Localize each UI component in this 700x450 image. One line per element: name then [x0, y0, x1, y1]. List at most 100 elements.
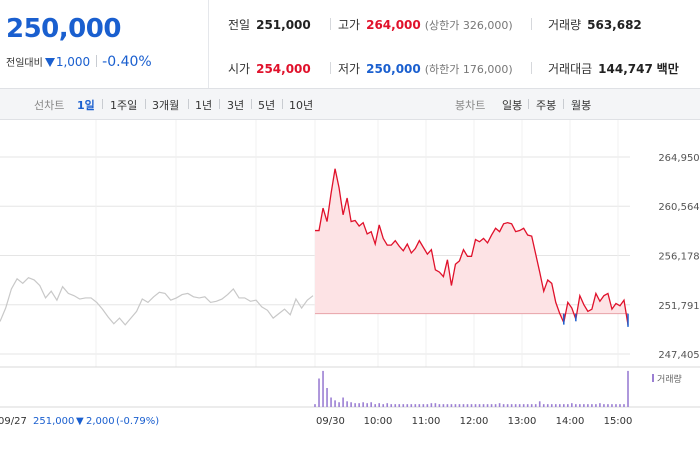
tab-1year[interactable]: 1년 [195, 99, 213, 112]
volume-bar [562, 404, 565, 407]
volume-bar [494, 404, 497, 407]
volume: 거래량 563,682 [548, 16, 642, 33]
tab-1week[interactable]: 1주일 [110, 99, 138, 112]
current-price-box: 250,000 전일대비 1,000 -0.40% [0, 0, 209, 88]
volume-label: 거래량 [548, 18, 582, 32]
divider [219, 99, 220, 109]
tab-weekly-candle[interactable]: 주봉 [536, 99, 557, 112]
change-percent: -0.40% [102, 54, 152, 70]
x-tick-label: 15:00 [604, 416, 633, 427]
y-tick-label: 256,178 [658, 251, 699, 262]
divider [282, 99, 283, 109]
volume-bar [382, 404, 385, 407]
volume-bar [575, 404, 577, 407]
volume-bar [615, 404, 617, 407]
tab-1day[interactable]: 1일 [77, 99, 95, 112]
volume-bar [506, 404, 509, 407]
divider [251, 99, 252, 109]
volume-bar [314, 404, 316, 407]
volume-bar [554, 404, 557, 407]
volume-value: 563,682 [587, 18, 642, 32]
volume-bar [318, 378, 320, 407]
candle-chart-label: 봉차트 [455, 99, 486, 112]
volume-bar [466, 404, 469, 407]
volume-bar [342, 397, 344, 407]
volume-bar [591, 404, 593, 407]
prev-day-change-pct: (-0.79%) [116, 416, 159, 427]
quote-header: 250,000 전일대비 1,000 -0.40% 전일 251,000 고가 264,… [0, 0, 700, 89]
prev-day-change: 2,000 [86, 416, 115, 427]
volume-bar [430, 403, 433, 407]
volume-bar [627, 370, 629, 407]
change-label: 전일대비 [6, 58, 43, 69]
divider [563, 99, 564, 109]
y-tick-label: 264,950 [658, 153, 699, 164]
line-chart-label: 선차트 [34, 99, 65, 112]
volume-bar [522, 404, 525, 407]
volume-bar [350, 402, 352, 407]
divider [531, 62, 532, 74]
volume-bar [611, 404, 613, 407]
volume-bar [346, 401, 348, 407]
divider [145, 99, 146, 109]
x-tick-label: 12:00 [460, 416, 489, 427]
x-tick-label: 14:00 [556, 416, 585, 427]
volume-bar [330, 397, 332, 407]
current-price: 250,000 [6, 14, 121, 44]
volume-bar [550, 404, 553, 407]
trade-amount-value: 144,747 [598, 62, 653, 76]
volume-bar [446, 404, 449, 407]
volume-bar [542, 404, 545, 407]
change-row: 전일대비 1,000 -0.40% [6, 54, 152, 70]
trade-amount-unit: 백만 [656, 62, 679, 76]
volume-bar [587, 404, 589, 407]
volume-bar [623, 404, 625, 407]
tab-monthly-candle[interactable]: 월봉 [571, 99, 592, 112]
divider [96, 55, 98, 67]
volume-bar [518, 404, 521, 407]
tab-10year[interactable]: 10년 [289, 99, 314, 112]
volume-bar [434, 403, 437, 407]
volume-bar [322, 370, 324, 407]
high-label: 고가 [338, 18, 361, 32]
volume-bar [474, 404, 477, 407]
volume-bar [458, 404, 461, 407]
upper-limit: (상한가 326,000) [424, 19, 513, 32]
tab-5year[interactable]: 5년 [258, 99, 276, 112]
low-price: 저가 250,000 (하한가 176,000) [338, 60, 513, 77]
volume-bar [526, 404, 529, 407]
y-tick-label: 260,564 [658, 202, 699, 213]
tab-3month[interactable]: 3개월 [152, 99, 180, 112]
volume-bar [482, 404, 485, 407]
volume-bar [490, 404, 493, 407]
down-triangle-icon [44, 58, 55, 67]
volume-bar [498, 403, 501, 407]
y-tick-label: 251,791 [658, 301, 699, 312]
volume-legend-icon [652, 374, 654, 382]
prev-day-close: 251,000 [33, 416, 74, 427]
high-price: 고가 264,000 (상한가 326,000) [338, 16, 513, 33]
tab-3year[interactable]: 3년 [227, 99, 245, 112]
volume-bar [334, 400, 336, 407]
volume-bar [571, 403, 573, 407]
volume-bar [354, 403, 356, 407]
trade-amount: 거래대금 144,747 백만 [548, 60, 679, 77]
volume-bar [386, 403, 389, 407]
volume-bar [370, 402, 372, 407]
volume-bar [414, 404, 417, 407]
volume-bar [366, 403, 368, 407]
x-tick-label: 13:00 [508, 416, 537, 427]
volume-bar [534, 404, 537, 407]
prev-close-value: 251,000 [256, 18, 311, 32]
prev-day-line [0, 277, 314, 326]
tab-daily-candle[interactable]: 일봉 [502, 99, 523, 112]
divider [330, 18, 331, 30]
x-tick-label: 11:00 [412, 416, 441, 427]
volume-bar [470, 404, 473, 407]
lower-limit: (하한가 176,000) [424, 63, 513, 76]
open-value: 254,000 [256, 62, 311, 76]
volume-bar [462, 404, 465, 407]
volume-bar [378, 403, 381, 407]
volume-bar [394, 404, 397, 407]
